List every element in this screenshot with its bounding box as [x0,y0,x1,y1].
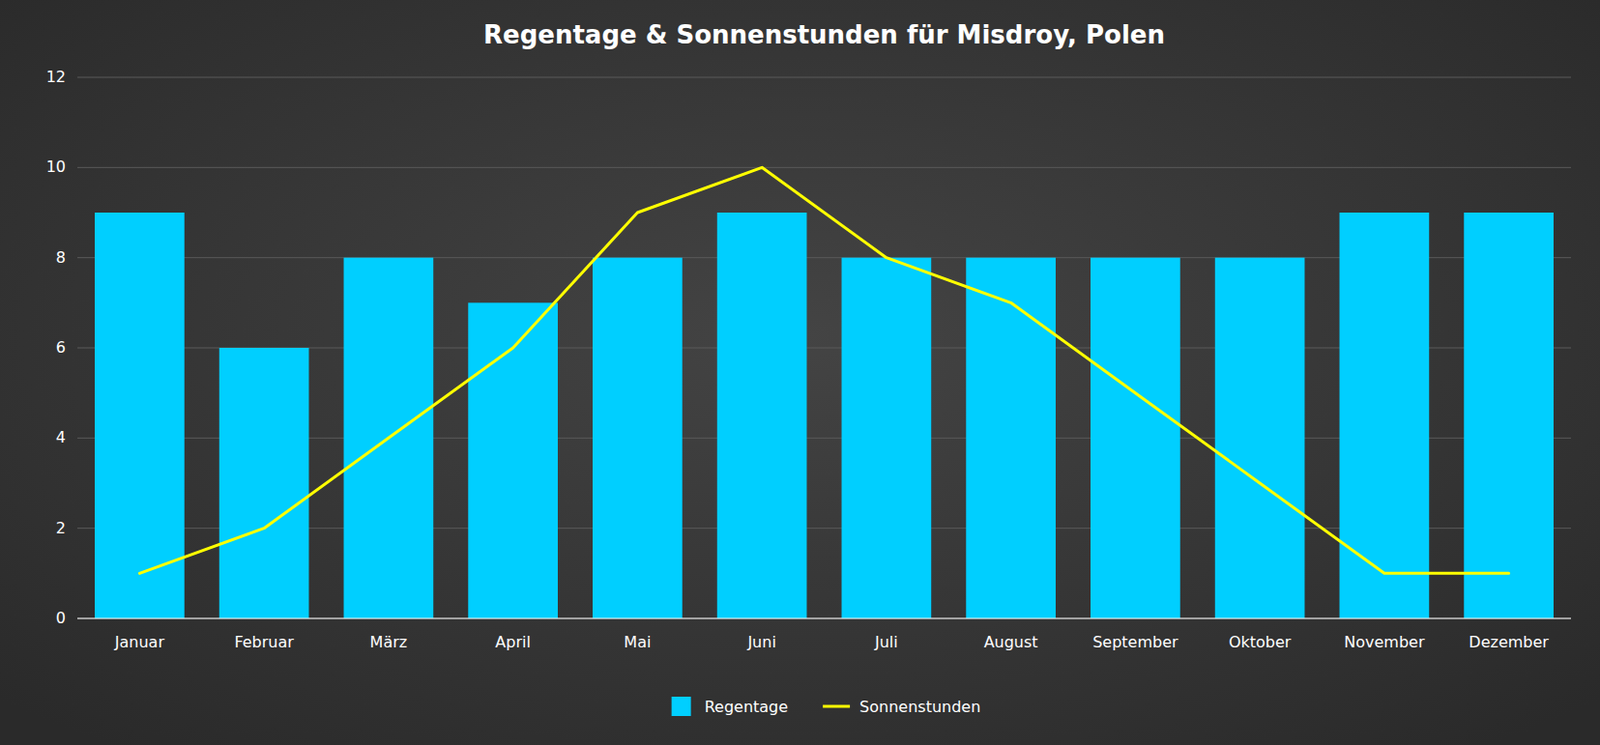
x-tick-label: Juli [873,633,899,652]
legend-label: Sonnenstunden [859,698,981,717]
bar [467,302,558,619]
grid-line [77,77,1571,79]
bar-series [94,212,1554,619]
bar [1463,212,1554,619]
legend-item: Sonnenstunden [822,698,981,717]
x-tick-label: Februar [233,633,294,652]
grid-line [77,167,1571,169]
x-tick-label: August [984,633,1039,652]
y-tick-label: 4 [56,428,66,447]
bar [717,212,808,619]
bar [592,258,683,619]
line [139,167,1509,574]
grid [77,77,1571,619]
bar [965,258,1056,619]
x-tick-label: November [1343,633,1426,652]
grid-line [77,618,1571,620]
x-tick-label: Mai [623,633,651,652]
background [0,0,1600,745]
plot-marks [94,167,1554,619]
legend-swatch [671,697,692,717]
x-tick-label: September [1092,633,1179,652]
y-tick-label: 2 [56,519,66,538]
x-tick-label: Juni [746,633,776,652]
legend: Regentage Sonnenstunden [671,697,982,717]
x-tick-label: Dezember [1468,633,1549,652]
y-tick-label: 6 [56,338,66,357]
y-tick-label: 8 [56,248,66,267]
legend-label: Regentage [704,698,788,717]
bar [94,212,185,619]
bar [219,348,310,619]
y-tick-label: 10 [46,157,66,176]
bar [842,258,932,619]
x-tick-label: Oktober [1228,633,1292,652]
chart-container: Regentage & Sonnenstunden für Misdroy, P… [0,0,1600,745]
legend-item: Regentage [671,697,788,717]
chart-title: Regentage & Sonnenstunden für Misdroy, P… [483,20,1165,50]
bar [1090,258,1181,619]
x-tick-label: April [494,633,531,652]
y-tick-label: 12 [46,67,66,87]
x-tick-label: März [370,633,408,652]
bar [1339,212,1430,619]
x-axis-line [77,618,1571,620]
chart-svg: Regentage & Sonnenstunden für Misdroy, P… [0,0,1600,745]
x-tick-label: Januar [114,633,166,652]
bar [1215,258,1306,619]
y-tick-label: 0 [56,609,66,628]
legend-swatch [822,705,850,709]
